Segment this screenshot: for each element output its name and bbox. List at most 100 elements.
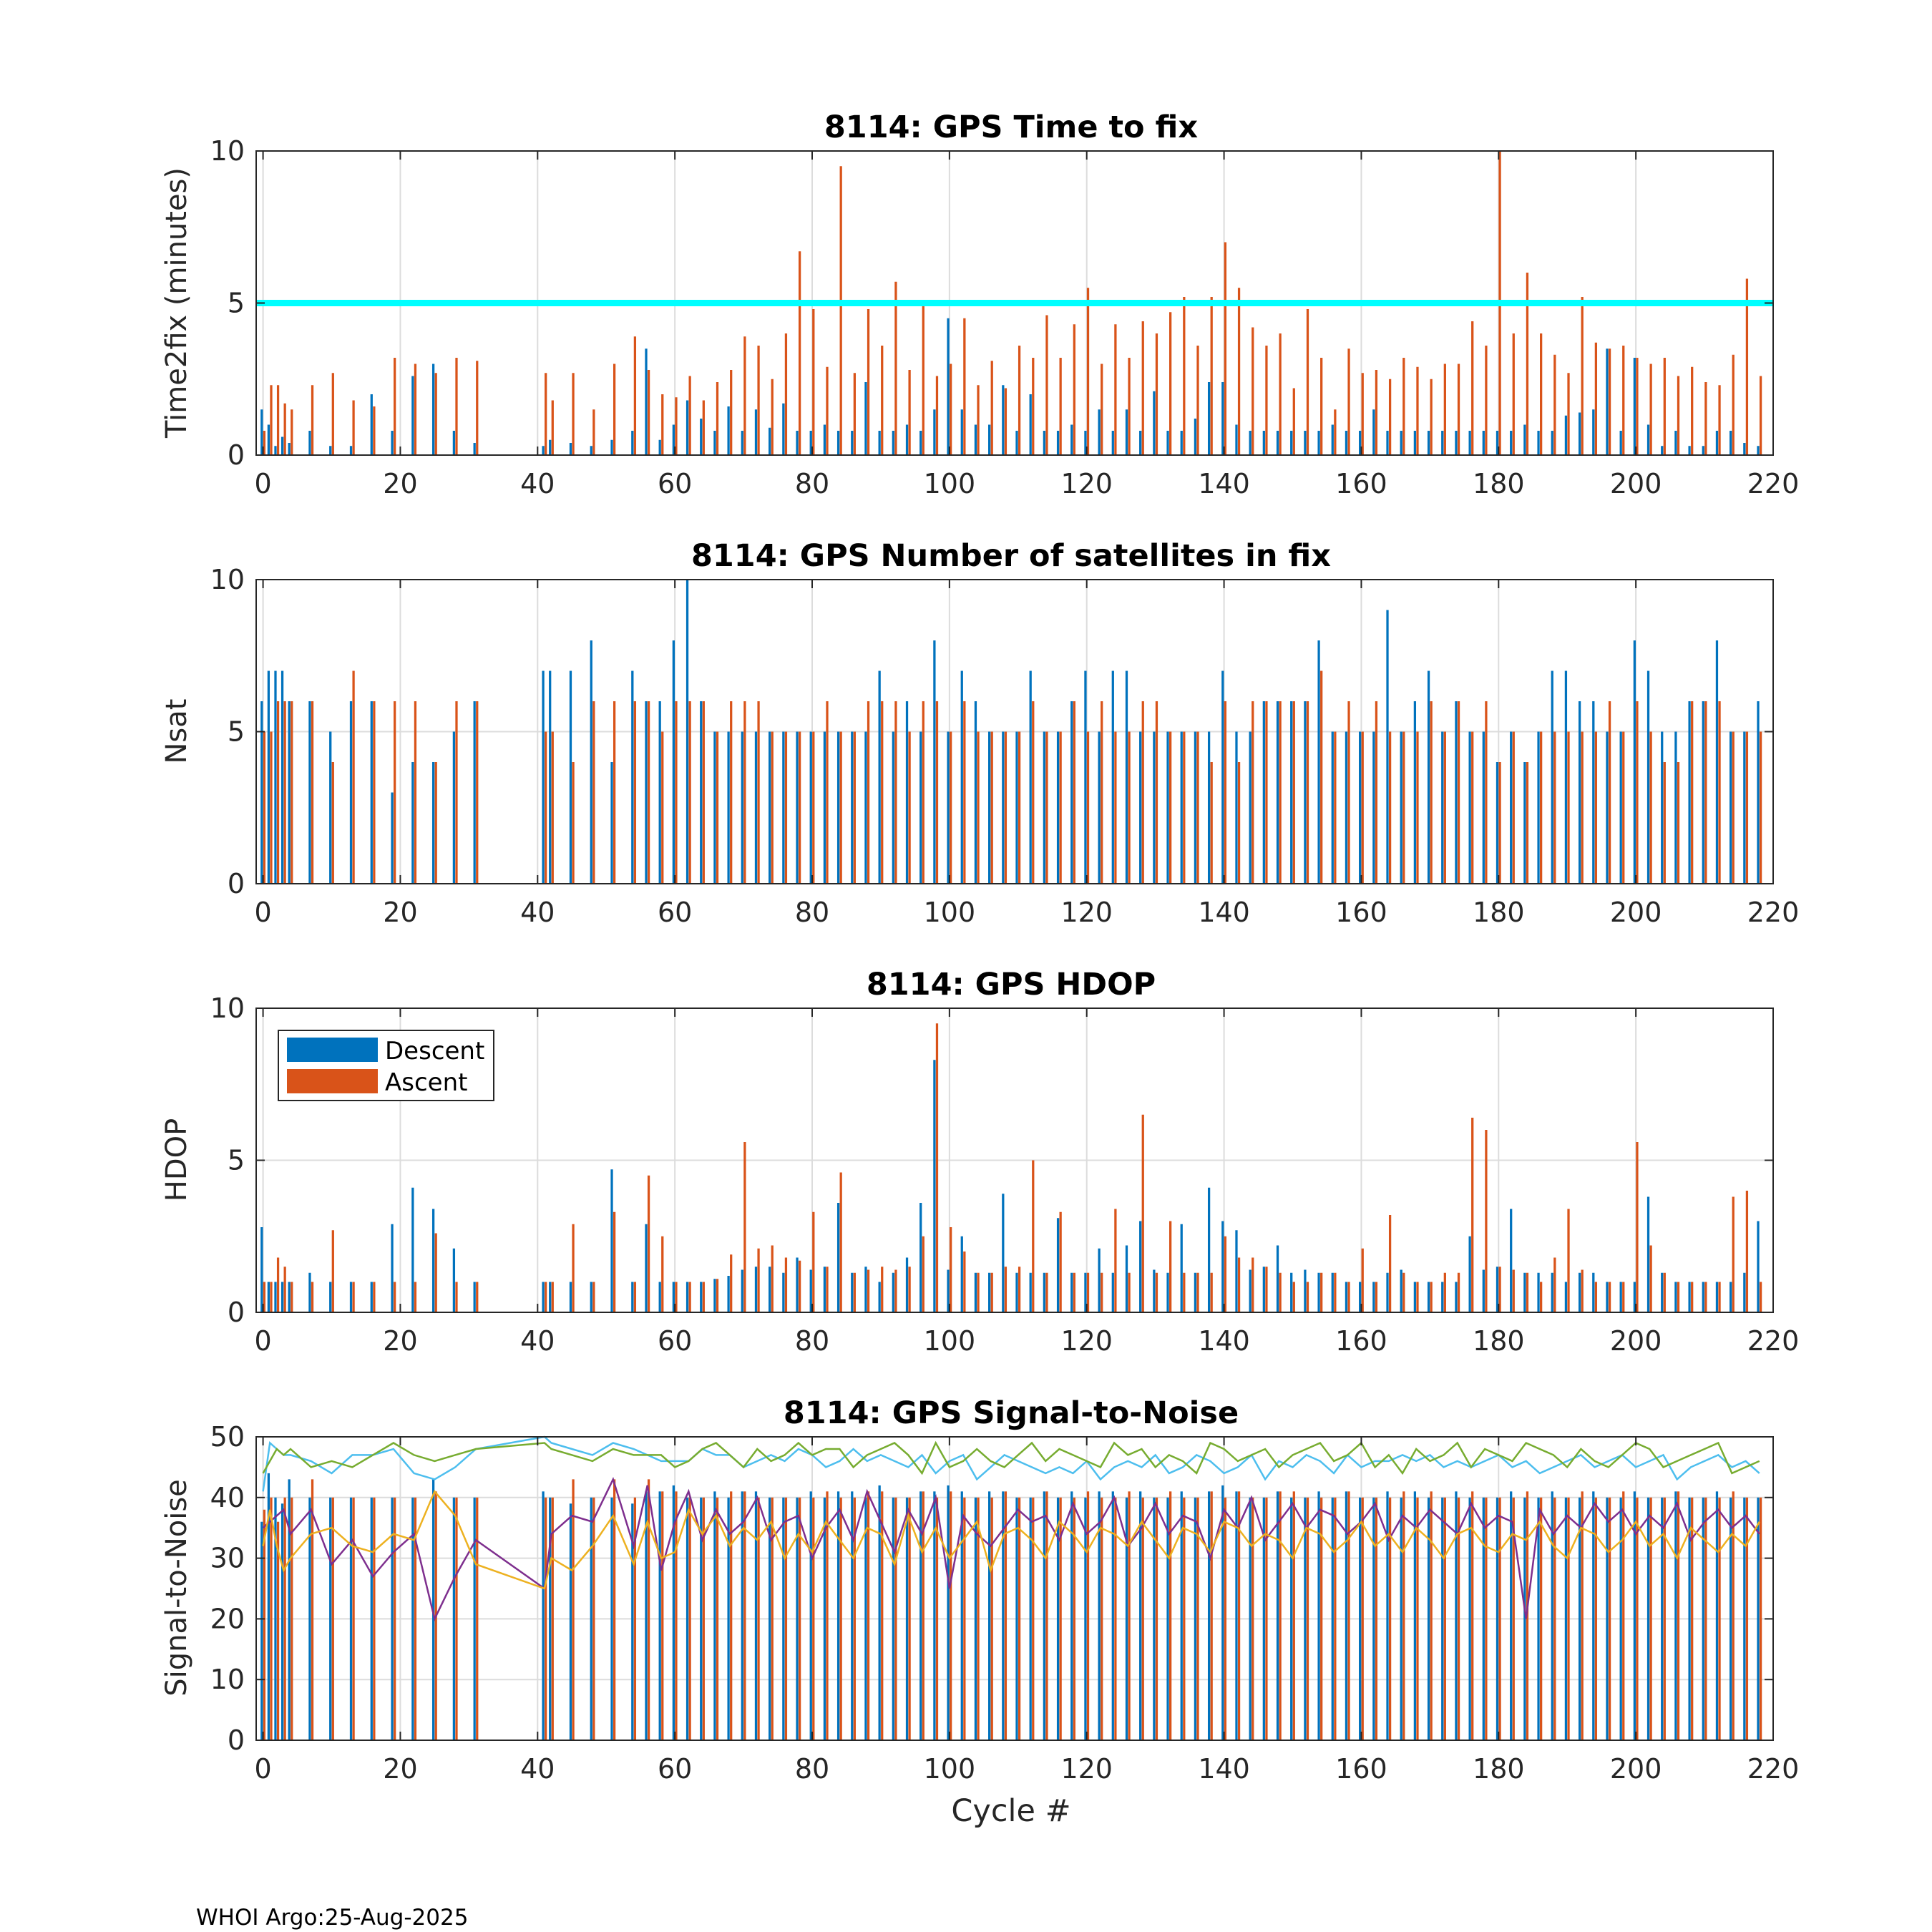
- descent-bar: [782, 1272, 785, 1312]
- descent-bar: [288, 443, 291, 455]
- footer-credit: WHOI Argo:25-Aug-2025: [196, 1905, 468, 1931]
- x-tick-label: 100: [924, 1325, 976, 1357]
- descent-bar: [754, 1491, 758, 1740]
- descent-bar: [1166, 1272, 1169, 1312]
- ascent-bar: [716, 382, 719, 455]
- ascent-bar: [1101, 1497, 1103, 1740]
- ascent-bar: [352, 670, 355, 884]
- ascent-bar: [812, 1211, 815, 1312]
- descent-bar: [329, 731, 332, 884]
- ascent-bar: [1334, 1272, 1337, 1312]
- plot-area: 0 20 40 60 80 100 120 140 160 180 200 220 0 5 10: [210, 135, 1800, 499]
- ascent-bar: [881, 1491, 884, 1740]
- descent-bar: [1482, 431, 1485, 455]
- descent-bar: [1372, 409, 1375, 455]
- descent-bar: [267, 1282, 270, 1312]
- x-tick-label: 60: [658, 1325, 692, 1357]
- descent-bar: [1043, 1491, 1046, 1740]
- ascent-bar: [592, 701, 595, 884]
- descent-bar: [1468, 1236, 1471, 1312]
- descent-bar: [988, 1272, 991, 1312]
- descent-bar: [431, 364, 435, 455]
- descent-bar: [754, 731, 758, 884]
- x-tick-label: 80: [795, 1325, 829, 1357]
- ascent-bar: [1183, 297, 1186, 455]
- ascent-bar: [1292, 388, 1295, 455]
- descent-bar: [960, 1236, 963, 1312]
- x-tick-label: 200: [1610, 1325, 1662, 1357]
- ascent-bar: [661, 1491, 664, 1740]
- descent-bar: [919, 1491, 922, 1740]
- descent-bar: [1043, 1272, 1046, 1312]
- descent-bar: [1221, 382, 1224, 455]
- ascent-bar: [1375, 701, 1378, 884]
- ascent-bar: [1732, 731, 1735, 884]
- descent-bar: [1153, 391, 1156, 455]
- ascent-bar: [572, 1224, 575, 1312]
- descent-bar: [1646, 670, 1650, 884]
- descent-bar: [1633, 1491, 1636, 1740]
- descent-bar: [1413, 701, 1417, 884]
- descent-bar: [1633, 358, 1636, 455]
- ascent-bar: [1018, 1267, 1021, 1312]
- descent-bar: [1098, 1248, 1101, 1312]
- descent-bar: [349, 1497, 353, 1740]
- ascent-bar: [633, 336, 637, 455]
- descent-bar: [569, 670, 572, 884]
- descent-bar: [700, 1282, 703, 1312]
- ascent-bar: [1128, 1272, 1131, 1312]
- descent-bar: [658, 701, 661, 884]
- descent-bar: [851, 431, 854, 455]
- descent-bar: [1757, 1497, 1760, 1740]
- descent-bar: [754, 409, 758, 455]
- ascent-bar: [839, 166, 842, 455]
- ascent-bar: [1141, 321, 1144, 455]
- descent-bar: [1496, 762, 1499, 884]
- ascent-bar: [1196, 346, 1199, 455]
- x-tick-label: 180: [1473, 1753, 1525, 1785]
- descent-bar: [713, 1279, 716, 1312]
- ascent-bar: [1732, 1196, 1735, 1312]
- ascent-bar: [1704, 1282, 1707, 1312]
- descent-bar: [391, 792, 394, 884]
- descent-bar: [727, 406, 730, 455]
- ascent-bar: [1677, 376, 1680, 455]
- ascent-bar: [1045, 1272, 1048, 1312]
- descent-bar: [1702, 446, 1704, 455]
- descent-bar: [631, 1503, 634, 1740]
- x-tick-label: 40: [520, 1753, 555, 1785]
- ascent-bar: [1430, 1282, 1433, 1312]
- descent-bar: [1510, 731, 1513, 884]
- descent-bar: [1029, 670, 1032, 884]
- ascent-bar: [1169, 731, 1172, 884]
- ascent-bar: [551, 1497, 554, 1740]
- ascent-bar: [1622, 1282, 1625, 1312]
- ascent-bar: [935, 1023, 939, 1312]
- descent-bar: [727, 1497, 730, 1740]
- descent-bar: [1413, 1491, 1417, 1740]
- descent-bar: [1427, 431, 1430, 455]
- ascent-bar: [1512, 1269, 1515, 1312]
- descent-bar: [349, 1282, 353, 1312]
- descent-bar: [823, 424, 826, 455]
- descent-bar: [1661, 446, 1664, 455]
- descent-bar: [267, 1473, 270, 1740]
- x-tick-label: 120: [1060, 897, 1113, 928]
- ascent-bar: [1526, 1272, 1529, 1312]
- ascent-bar: [1210, 1272, 1213, 1312]
- descent-bar: [892, 731, 894, 884]
- descent-bar: [769, 1497, 771, 1740]
- ascent-bar: [963, 1497, 966, 1740]
- ascent-bar: [1114, 1497, 1117, 1740]
- ascent-bar: [414, 1282, 417, 1312]
- descent-bar: [1111, 1491, 1114, 1740]
- ascent-bar: [1018, 1497, 1021, 1740]
- descent-bar: [1496, 1497, 1499, 1740]
- descent-bar: [1564, 1282, 1568, 1312]
- descent-bar: [329, 446, 332, 455]
- descent-bar: [274, 446, 277, 455]
- ascent-bar: [1581, 731, 1584, 884]
- descent-bar: [645, 701, 648, 884]
- ascent-bar: [1388, 379, 1392, 455]
- ascent-bar: [613, 1479, 616, 1740]
